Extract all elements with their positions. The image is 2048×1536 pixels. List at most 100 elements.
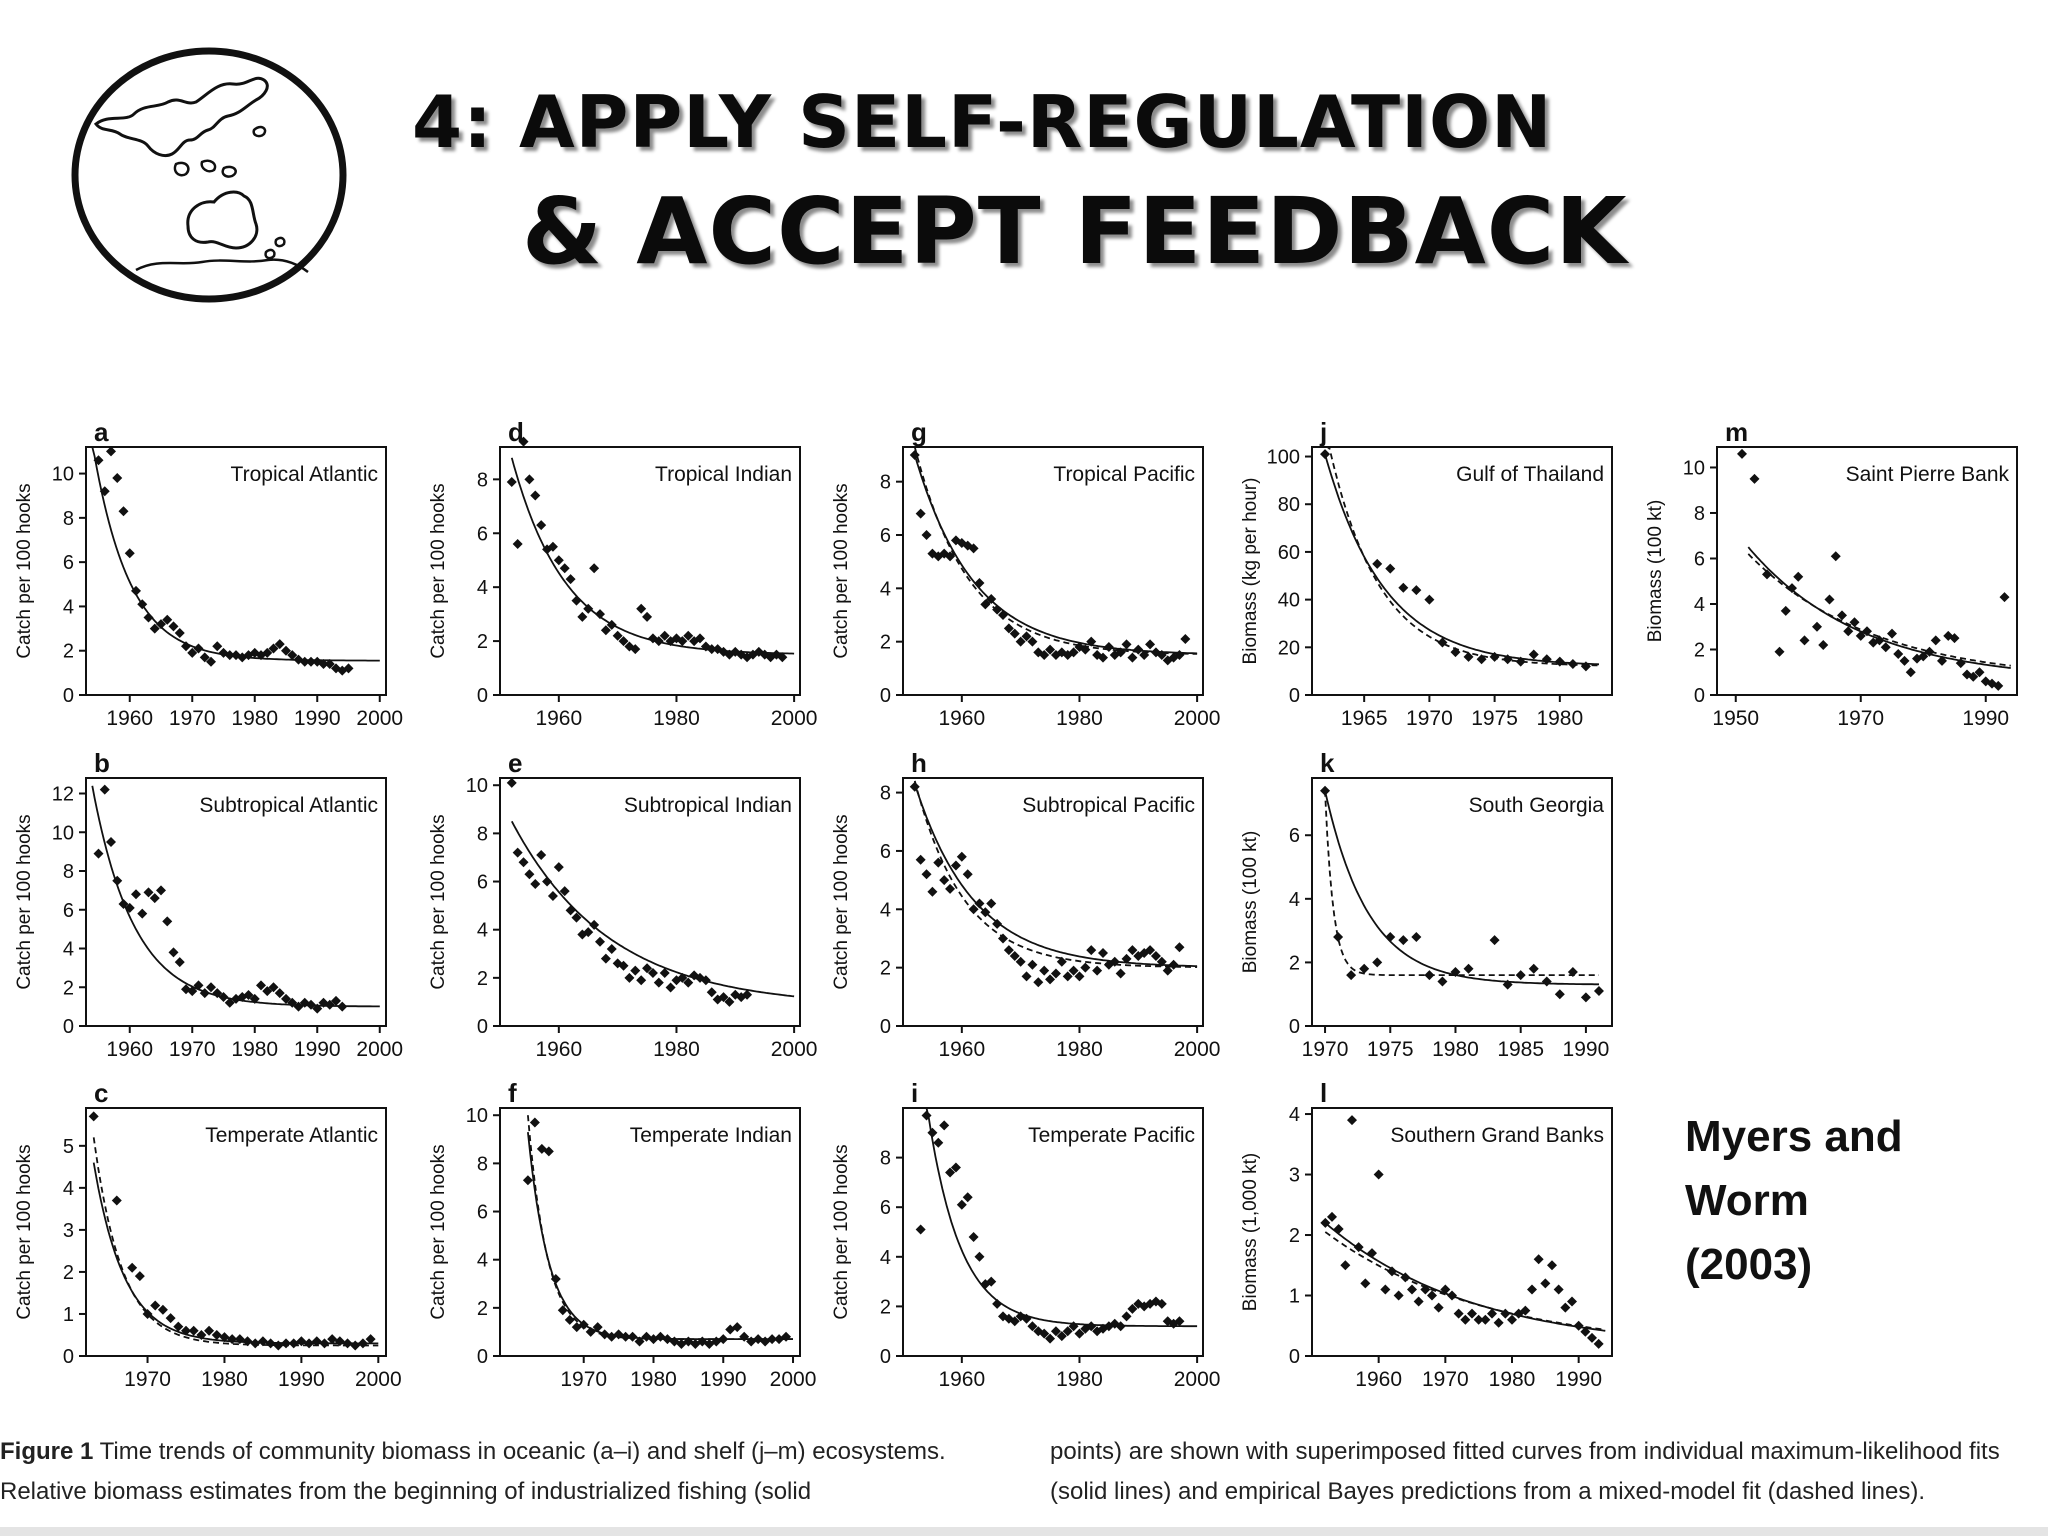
x-tick-label: 1970 [1406, 707, 1453, 730]
data-point [331, 995, 341, 1006]
data-point [1515, 656, 1526, 667]
solid-fit-line [1747, 546, 2011, 669]
data-point [980, 1279, 991, 1290]
data-point [1039, 1328, 1050, 1339]
data-point [980, 907, 991, 918]
data-point [127, 1262, 138, 1273]
data-point [1874, 635, 1885, 646]
data-point [1103, 1321, 1114, 1332]
data-point [589, 563, 600, 574]
panel-letter: b [94, 748, 110, 778]
x-tick-label: 1980 [231, 707, 278, 730]
data-point [547, 541, 558, 552]
data-point [1520, 1305, 1531, 1316]
x-tick-label: 1980 [201, 1368, 248, 1391]
data-point [1145, 1298, 1156, 1309]
data-point [655, 1331, 666, 1342]
data-point [1145, 945, 1156, 956]
x-tick-label: 2000 [1174, 707, 1221, 730]
x-tick-label: 2000 [356, 707, 403, 730]
y-tick-label: 2 [477, 631, 488, 653]
panel-letter: a [94, 417, 109, 447]
chart-title: Tropical Indian [655, 463, 792, 486]
data-point [1500, 1308, 1511, 1319]
data-point [700, 975, 711, 986]
y-tick-label: 3 [63, 1220, 74, 1242]
data-point [312, 656, 323, 667]
data-point [331, 663, 341, 674]
y-tick-label: 8 [880, 472, 891, 494]
data-point [1139, 650, 1150, 660]
data-point [662, 1334, 673, 1345]
y-tick-label: 4 [880, 578, 891, 600]
data-point [1145, 639, 1156, 650]
y-axis-label: Catch per 100 hooks [14, 1144, 35, 1319]
x-tick-label: 1980 [1536, 707, 1583, 730]
data-point [577, 611, 588, 622]
data-point [606, 943, 617, 954]
y-tick-label: 2 [1289, 1225, 1300, 1247]
dashed-fit-line [1325, 446, 1600, 667]
data-point [93, 848, 104, 859]
data-point [1050, 650, 1061, 660]
data-point [565, 905, 576, 916]
data-point [1737, 448, 1747, 459]
caption-left-text: Time trends of community biomass in ocea… [0, 1438, 946, 1505]
solid-fit-line [1324, 1222, 1606, 1332]
panel-letter: c [94, 1078, 108, 1108]
data-point [968, 904, 979, 915]
data-point [1062, 1326, 1073, 1337]
data-point [1074, 642, 1085, 652]
data-point [559, 563, 570, 574]
data-point [583, 603, 594, 614]
chart-title: Subtropical Atlantic [199, 794, 378, 817]
data-point [1327, 1211, 1337, 1222]
data-point [1437, 976, 1448, 987]
data-point [168, 947, 179, 958]
data-point [956, 851, 967, 862]
data-point [1467, 1308, 1477, 1319]
y-tick-label: 8 [63, 508, 74, 530]
data-point [131, 889, 141, 900]
data-point [647, 968, 658, 979]
data-point [512, 539, 523, 550]
plot-frame [499, 446, 801, 696]
data-point [206, 656, 216, 667]
data-point [274, 639, 285, 650]
data-point [1074, 1328, 1085, 1339]
chart-title: Subtropical Indian [624, 794, 792, 817]
data-point [1150, 647, 1161, 658]
data-point [273, 1340, 284, 1351]
data-point [1437, 637, 1448, 648]
chart-title: South Georgia [1469, 794, 1605, 817]
data-point [565, 574, 576, 585]
y-axis-label: Catch per 100 hooks [831, 1144, 852, 1319]
data-point [595, 936, 605, 947]
data-point [945, 883, 956, 894]
data-point [712, 994, 723, 1005]
data-point [653, 636, 664, 647]
data-point [256, 650, 266, 661]
data-point [1015, 1311, 1026, 1322]
data-point [1868, 637, 1879, 648]
data-point [542, 876, 553, 887]
data-point [1424, 970, 1435, 981]
chart-title: Subtropical Pacific [1022, 794, 1195, 817]
y-tick-label: 10 [1683, 457, 1705, 479]
data-point [933, 1137, 944, 1148]
data-point [1937, 655, 1947, 666]
data-point [188, 1325, 199, 1336]
data-point [1139, 948, 1150, 959]
data-point [1774, 646, 1785, 657]
data-point [736, 992, 747, 1003]
data-point [212, 988, 223, 999]
data-point [237, 652, 248, 663]
data-point [524, 869, 535, 880]
y-tick-label: 2 [63, 641, 74, 663]
data-point [665, 982, 676, 993]
data-point [618, 960, 629, 971]
plot-frame [85, 446, 387, 696]
y-tick-label: 5 [63, 1136, 74, 1158]
data-point [1150, 950, 1161, 961]
chart-panel-h: h Subtropical Pacific Catch per 100 hooks 1… [831, 748, 1220, 1061]
